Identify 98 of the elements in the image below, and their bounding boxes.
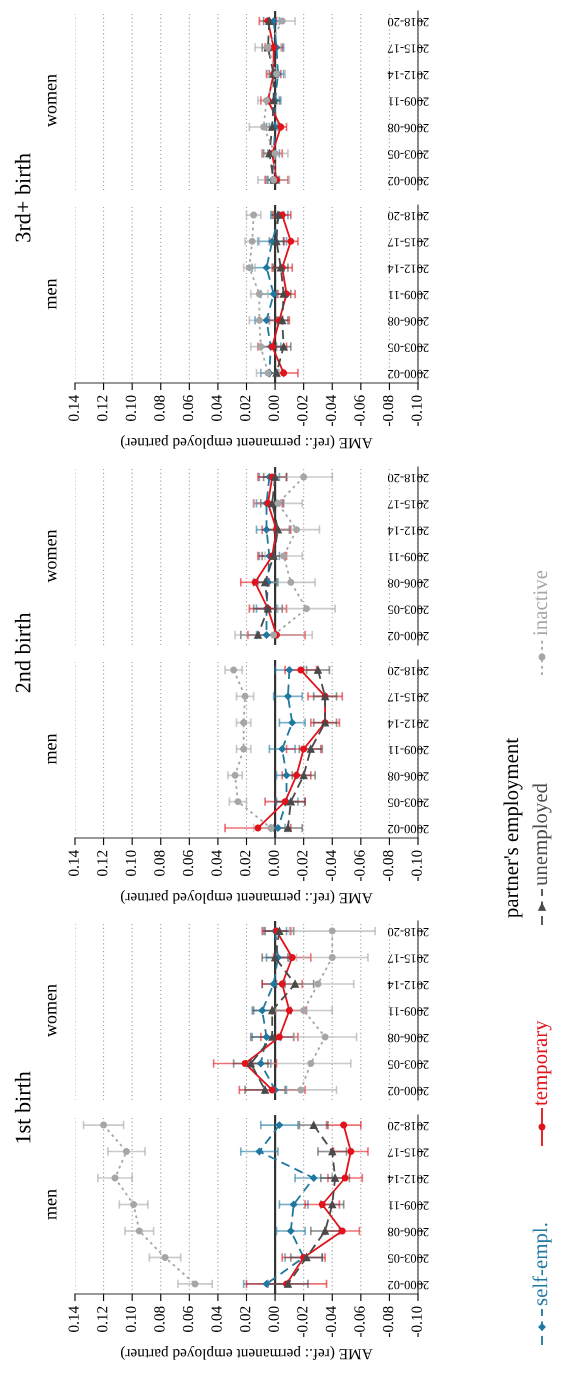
y-tick-label: 2015-17 [387,238,429,247]
x-axis-title: AME (ref.: permanent employed partner) [120,434,373,450]
y-tick-label: 2015-17 [387,954,429,963]
x-tick-label: -0.06 [354,850,365,882]
x-tick-label: 0.04 [211,1306,222,1332]
text: 3rd+ birth [14,153,31,242]
y-tick-label: 2015-17 [387,500,429,509]
x-tick-label: -0.10 [411,395,422,427]
x-tick-label: -0.08 [382,1306,394,1338]
text: unemployed [532,783,552,886]
y-tick-label: 2000-02 [388,1086,429,1096]
y-tick-label: 2006-08 [387,772,429,781]
x-tick-label: 0.08 [154,850,165,876]
x-tick-label: -0.02 [297,395,308,427]
x-tick-label: 0.00 [268,395,279,421]
y-tick-label: 2003-05 [387,605,429,614]
y-tick-label: 2009-11 [388,1201,429,1210]
x-tick-label: 0.02 [240,1306,251,1332]
x-tick-label: 0.10 [125,1306,137,1332]
x-tick-label: -0.04 [325,395,337,427]
x-tick-label: 0.08 [154,1306,165,1332]
y-tick-label: 2006-08 [387,1227,429,1237]
y-tick-label: 2003-05 [387,1254,429,1263]
y-tick-label: 2012-14 [387,70,429,80]
y-tick-label: 2000-02 [388,369,429,379]
x-tick-label: 0.08 [154,395,165,421]
y-tick-label: 2018-20 [387,17,429,27]
y-tick-label: 2000-02 [388,631,429,641]
y-tick-label: 2015-17 [387,44,429,53]
y-tick-label: 2003-05 [387,798,429,807]
y-tick-label: 2018-20 [387,1121,429,1131]
text: women [47,74,57,128]
x-tick-label: -0.02 [297,850,308,882]
x-tick-label: 0.00 [268,850,279,876]
y-tick-label: 2006-08 [387,317,429,326]
x-tick-label: -0.10 [411,1306,422,1338]
x-tick-label: -0.10 [411,850,422,882]
y-tick-label: 2003-05 [387,343,429,352]
y-tick-label: 2012-14 [387,264,429,273]
x-axis-title: AME (ref.: permanent employed partner) [120,1345,373,1361]
x-tick-label: 0.12 [97,850,108,876]
text: inactive [533,570,548,636]
x-tick-label: 0.06 [182,1306,194,1332]
y-tick-label: 2000-02 [388,1280,429,1290]
x-tick-label: 0.10 [125,850,137,876]
text: 2nd birth [14,612,31,693]
text: 1st birth [14,1071,31,1143]
y-tick-label: 2018-20 [387,666,429,676]
y-tick-label: 2009-11 [388,97,429,106]
y-tick-label: 2012-14 [387,980,429,990]
x-tick-label: 0.06 [182,850,194,876]
x-tick-label: 0.14 [68,395,79,421]
y-tick-label: 2012-14 [387,1174,429,1184]
y-tick-label: 2018-20 [387,473,429,483]
text: women [47,984,57,1038]
x-tick-label: 0.14 [68,1306,79,1332]
y-tick-label: 2006-08 [387,123,429,133]
x-tick-label: 0.04 [211,850,222,876]
x-tick-label: 0.14 [68,850,79,876]
text: men [47,278,57,310]
x-tick-label: 0.00 [268,1306,279,1332]
y-tick-label: 2018-20 [387,211,429,221]
y-tick-label: 2009-11 [388,745,429,755]
x-tick-label: -0.08 [382,850,394,882]
x-tick-label: 0.02 [240,850,251,876]
y-tick-label: 2003-05 [387,1060,429,1069]
x-tick-label: -0.06 [354,395,365,427]
y-tick-label: 2003-05 [387,150,429,159]
y-tick-label: 2000-02 [388,176,429,186]
y-tick-label: 2015-17 [387,1148,429,1157]
text: self-empl. [532,1223,552,1306]
y-tick-label: 2015-17 [387,693,429,702]
x-tick-label: -0.04 [325,850,337,882]
x-tick-label: -0.02 [297,1306,308,1338]
y-tick-label: 2018-20 [387,927,429,937]
y-tick-label: 2000-02 [388,824,429,834]
legend-title: partner's employment [503,738,523,918]
text: men [47,733,57,765]
x-tick-label: 0.06 [182,395,194,421]
x-axis-title: AME (ref.: permanent employed partner) [120,889,373,905]
y-tick-label: 2009-11 [388,552,429,562]
y-tick-label: 2012-14 [387,719,429,728]
x-tick-label: -0.08 [382,395,394,427]
x-tick-label: 0.12 [97,1306,108,1332]
x-tick-label: -0.04 [325,1306,337,1338]
x-tick-label: 0.10 [125,395,137,421]
text: women [47,529,57,583]
y-tick-label: 2009-11 [388,290,429,300]
y-tick-label: 2006-08 [387,579,429,588]
y-tick-label: 2006-08 [387,1033,429,1043]
x-tick-label: 0.12 [97,395,108,421]
text: men [47,1189,57,1220]
text: temporary [535,1020,552,1106]
x-tick-label: 0.04 [211,395,222,421]
x-tick-label: -0.06 [354,1306,365,1338]
y-tick-label: 2012-14 [387,526,429,535]
x-tick-label: 0.02 [240,395,251,421]
y-tick-label: 2009-11 [388,1007,429,1016]
